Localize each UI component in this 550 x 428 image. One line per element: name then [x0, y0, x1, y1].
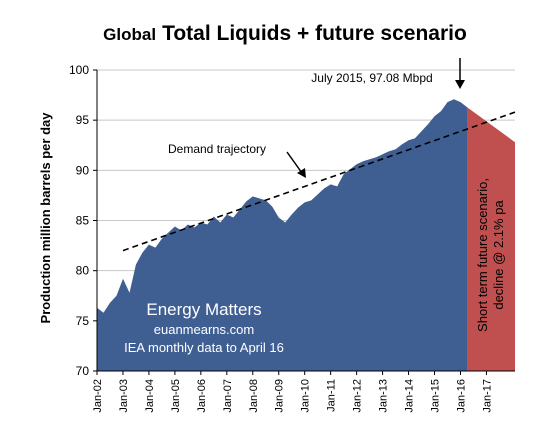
- y-tick-label-100: 100: [69, 63, 89, 77]
- y-tick-labels: 70 75 80 85 90 95 100: [69, 63, 89, 378]
- x-tick-label-jan-04: Jan-04: [144, 379, 156, 413]
- x-tick-label-jan-07: Jan-07: [222, 379, 234, 413]
- x-tick-labels: Jan-02 Jan-03 Jan-04 Jan-05 Jan-06 Jan-07 Jan-…: [92, 379, 493, 413]
- peak-annotation: July 2015, 97.08 Mbpd: [311, 71, 432, 85]
- production-area: [97, 99, 467, 372]
- x-tick-label-jan-03: Jan-03: [118, 379, 130, 413]
- axes: [93, 69, 515, 375]
- y-tick-label-80: 80: [76, 264, 90, 278]
- x-tick-label-jan-09: Jan-09: [274, 379, 286, 413]
- series-layer: [97, 99, 516, 372]
- demand-annotation: Demand trajectory: [168, 142, 266, 156]
- y-tick-label-75: 75: [76, 314, 90, 328]
- x-tick-label-jan-02: Jan-02: [92, 379, 104, 413]
- x-tick-label-jan-16: Jan-16: [456, 379, 468, 413]
- x-tick-label-jan-06: Jan-06: [196, 379, 208, 413]
- peak-arrow: [455, 58, 465, 89]
- x-tick-label-jan-11: Jan-11: [326, 379, 338, 412]
- x-tick-label-jan-15: Jan-15: [430, 379, 442, 413]
- scenario-area: [467, 107, 515, 371]
- scenario-label: Short term future scenario, decline @ 2.…: [475, 178, 506, 332]
- y-tick-label-95: 95: [76, 113, 90, 127]
- chart-title: Global Total Liquids + future scenario: [103, 22, 467, 45]
- title-prefix: Global: [103, 25, 156, 44]
- watermark-line2: euanmearns.com: [154, 322, 254, 337]
- watermark-line1: Energy Matters: [146, 300, 261, 319]
- x-tick-label-jan-17: Jan-17: [481, 379, 493, 413]
- y-axis-label: Production million barrels per day: [38, 112, 53, 324]
- demand-arrow: [286, 151, 306, 178]
- title-main: Total Liquids + future scenario: [162, 22, 467, 45]
- scenario-label-line2: decline @ 2.1% pa: [491, 200, 506, 310]
- x-tick-label-jan-14: Jan-14: [404, 379, 416, 413]
- x-tick-label-jan-13: Jan-13: [378, 379, 390, 413]
- y-tick-label-70: 70: [76, 364, 90, 378]
- y-tick-label-90: 90: [76, 163, 90, 177]
- y-tick-label-85: 85: [76, 214, 90, 228]
- x-tick-label-jan-10: Jan-10: [300, 379, 312, 413]
- x-tick-label-jan-12: Jan-12: [352, 379, 364, 413]
- x-tick-label-jan-05: Jan-05: [170, 379, 182, 413]
- watermark-line3: IEA monthly data to April 16: [124, 340, 284, 355]
- x-tick-label-jan-08: Jan-08: [248, 379, 260, 413]
- scenario-label-line1: Short term future scenario,: [475, 178, 490, 332]
